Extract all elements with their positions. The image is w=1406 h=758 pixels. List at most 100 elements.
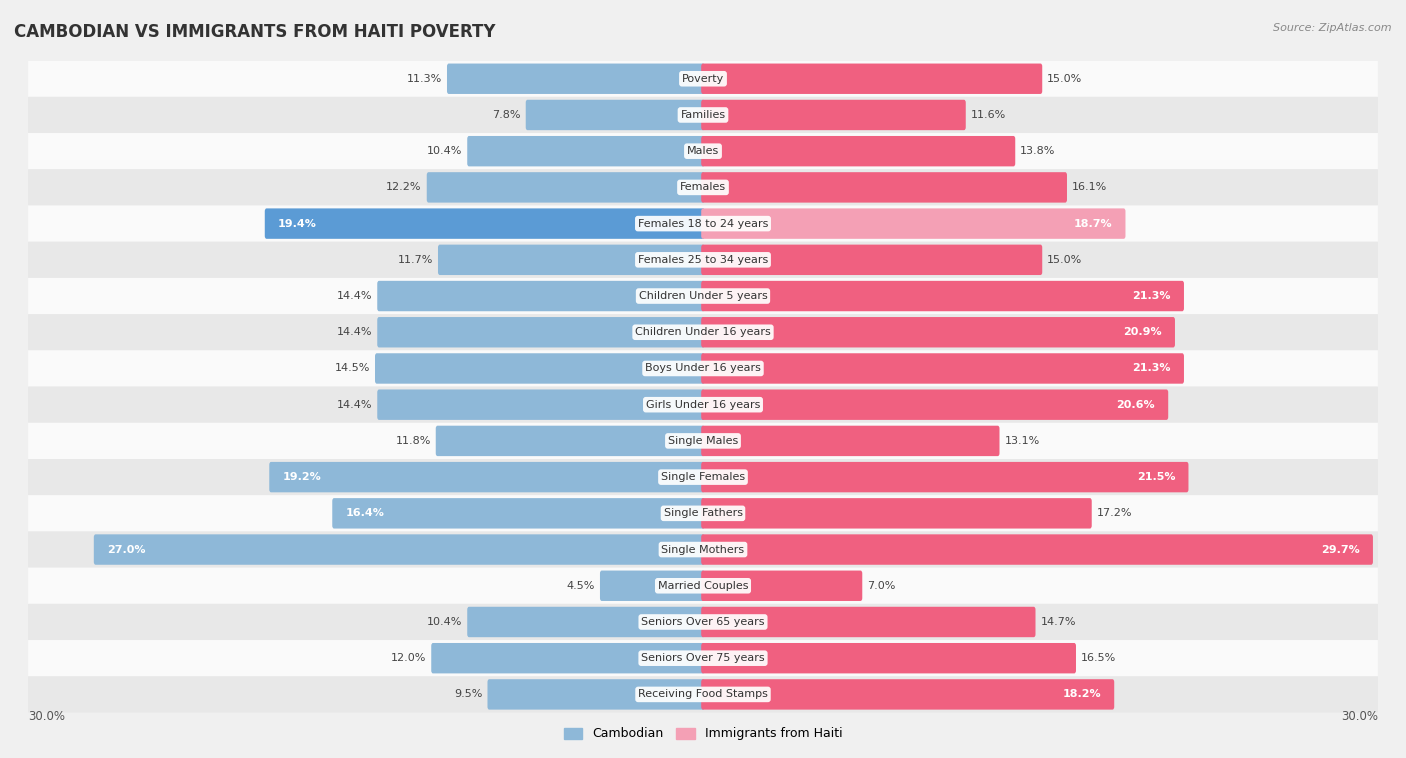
Text: 19.4%: 19.4% xyxy=(278,218,316,229)
Text: 18.2%: 18.2% xyxy=(1063,690,1101,700)
FancyBboxPatch shape xyxy=(467,606,704,637)
FancyBboxPatch shape xyxy=(467,136,704,167)
Text: Married Couples: Married Couples xyxy=(658,581,748,590)
Text: 13.8%: 13.8% xyxy=(1021,146,1056,156)
FancyBboxPatch shape xyxy=(702,390,1168,420)
Text: 12.2%: 12.2% xyxy=(387,183,422,193)
Text: 4.5%: 4.5% xyxy=(567,581,595,590)
FancyBboxPatch shape xyxy=(270,462,704,493)
FancyBboxPatch shape xyxy=(28,133,1378,169)
Text: Receiving Food Stamps: Receiving Food Stamps xyxy=(638,690,768,700)
Text: Families: Families xyxy=(681,110,725,120)
Text: Single Mothers: Single Mothers xyxy=(661,544,745,555)
Text: 20.9%: 20.9% xyxy=(1123,327,1161,337)
FancyBboxPatch shape xyxy=(702,571,862,601)
Text: 27.0%: 27.0% xyxy=(107,544,145,555)
Text: 30.0%: 30.0% xyxy=(28,710,65,723)
FancyBboxPatch shape xyxy=(28,640,1378,676)
Text: 14.4%: 14.4% xyxy=(337,399,373,409)
Text: 15.0%: 15.0% xyxy=(1047,74,1083,83)
Text: 10.4%: 10.4% xyxy=(427,146,463,156)
Text: 21.5%: 21.5% xyxy=(1137,472,1175,482)
Text: 17.2%: 17.2% xyxy=(1097,509,1132,518)
FancyBboxPatch shape xyxy=(439,245,704,275)
Text: Children Under 5 years: Children Under 5 years xyxy=(638,291,768,301)
FancyBboxPatch shape xyxy=(702,534,1372,565)
FancyBboxPatch shape xyxy=(702,643,1076,673)
FancyBboxPatch shape xyxy=(702,606,1035,637)
Text: 16.4%: 16.4% xyxy=(346,509,384,518)
FancyBboxPatch shape xyxy=(94,534,704,565)
Text: 11.8%: 11.8% xyxy=(395,436,430,446)
Text: 14.4%: 14.4% xyxy=(337,327,373,337)
FancyBboxPatch shape xyxy=(28,314,1378,350)
Text: 29.7%: 29.7% xyxy=(1322,544,1360,555)
FancyBboxPatch shape xyxy=(702,172,1067,202)
FancyBboxPatch shape xyxy=(488,679,704,709)
Text: 18.7%: 18.7% xyxy=(1074,218,1112,229)
Text: 21.3%: 21.3% xyxy=(1132,291,1171,301)
FancyBboxPatch shape xyxy=(28,676,1378,713)
FancyBboxPatch shape xyxy=(332,498,704,528)
FancyBboxPatch shape xyxy=(28,387,1378,423)
FancyBboxPatch shape xyxy=(28,604,1378,640)
Text: 19.2%: 19.2% xyxy=(283,472,321,482)
FancyBboxPatch shape xyxy=(28,97,1378,133)
FancyBboxPatch shape xyxy=(377,280,704,312)
Text: Boys Under 16 years: Boys Under 16 years xyxy=(645,364,761,374)
FancyBboxPatch shape xyxy=(702,353,1184,384)
Text: Single Fathers: Single Fathers xyxy=(664,509,742,518)
Text: Source: ZipAtlas.com: Source: ZipAtlas.com xyxy=(1274,23,1392,33)
FancyBboxPatch shape xyxy=(702,64,1042,94)
FancyBboxPatch shape xyxy=(702,136,1015,167)
FancyBboxPatch shape xyxy=(377,390,704,420)
FancyBboxPatch shape xyxy=(702,245,1042,275)
FancyBboxPatch shape xyxy=(264,208,704,239)
FancyBboxPatch shape xyxy=(702,280,1184,312)
Text: Children Under 16 years: Children Under 16 years xyxy=(636,327,770,337)
FancyBboxPatch shape xyxy=(28,568,1378,604)
FancyBboxPatch shape xyxy=(427,172,704,202)
FancyBboxPatch shape xyxy=(702,679,1114,709)
Text: 11.7%: 11.7% xyxy=(398,255,433,265)
Text: 14.4%: 14.4% xyxy=(337,291,373,301)
FancyBboxPatch shape xyxy=(28,169,1378,205)
Text: Single Males: Single Males xyxy=(668,436,738,446)
Text: Females 25 to 34 years: Females 25 to 34 years xyxy=(638,255,768,265)
Text: Single Females: Single Females xyxy=(661,472,745,482)
FancyBboxPatch shape xyxy=(702,208,1125,239)
FancyBboxPatch shape xyxy=(702,317,1175,347)
FancyBboxPatch shape xyxy=(28,242,1378,278)
Text: Seniors Over 75 years: Seniors Over 75 years xyxy=(641,653,765,663)
FancyBboxPatch shape xyxy=(702,498,1091,528)
Text: 9.5%: 9.5% xyxy=(454,690,482,700)
FancyBboxPatch shape xyxy=(375,353,704,384)
Text: 30.0%: 30.0% xyxy=(1341,710,1378,723)
FancyBboxPatch shape xyxy=(28,350,1378,387)
FancyBboxPatch shape xyxy=(377,317,704,347)
Legend: Cambodian, Immigrants from Haiti: Cambodian, Immigrants from Haiti xyxy=(558,722,848,745)
Text: 7.0%: 7.0% xyxy=(868,581,896,590)
Text: 11.6%: 11.6% xyxy=(970,110,1005,120)
FancyBboxPatch shape xyxy=(702,426,1000,456)
FancyBboxPatch shape xyxy=(28,278,1378,314)
Text: 12.0%: 12.0% xyxy=(391,653,426,663)
FancyBboxPatch shape xyxy=(28,459,1378,495)
FancyBboxPatch shape xyxy=(28,495,1378,531)
FancyBboxPatch shape xyxy=(702,462,1188,493)
Text: 16.1%: 16.1% xyxy=(1071,183,1107,193)
FancyBboxPatch shape xyxy=(447,64,704,94)
FancyBboxPatch shape xyxy=(28,531,1378,568)
FancyBboxPatch shape xyxy=(702,100,966,130)
FancyBboxPatch shape xyxy=(432,643,704,673)
FancyBboxPatch shape xyxy=(28,205,1378,242)
FancyBboxPatch shape xyxy=(436,426,704,456)
FancyBboxPatch shape xyxy=(526,100,704,130)
Text: Seniors Over 65 years: Seniors Over 65 years xyxy=(641,617,765,627)
Text: Girls Under 16 years: Girls Under 16 years xyxy=(645,399,761,409)
Text: 14.5%: 14.5% xyxy=(335,364,370,374)
Text: 15.0%: 15.0% xyxy=(1047,255,1083,265)
Text: 10.4%: 10.4% xyxy=(427,617,463,627)
Text: Females 18 to 24 years: Females 18 to 24 years xyxy=(638,218,768,229)
Text: Males: Males xyxy=(688,146,718,156)
